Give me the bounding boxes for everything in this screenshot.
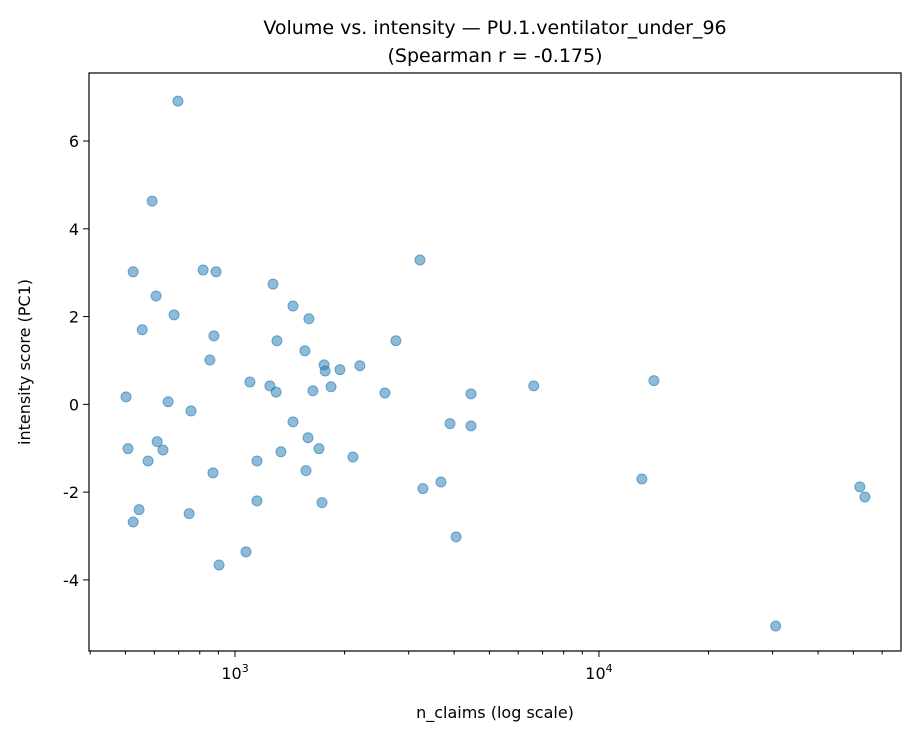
data-point [528,380,540,392]
data-point [267,278,279,290]
data-point [127,266,139,278]
data-point [136,324,148,336]
chart-title: Volume vs. intensity — PU.1.ventilator_u… [263,17,726,39]
data-point [287,300,299,312]
data-point [185,405,197,417]
data-point [859,491,871,503]
data-point [168,309,180,321]
axes: -4 -2 0 2 4 6 103 104 [63,132,883,683]
data-point [313,443,325,455]
data-point [334,364,346,376]
data-point [240,546,252,558]
data-point [150,290,162,302]
chart-subtitle: (Spearman r = -0.175) [387,45,602,67]
data-point [172,95,184,107]
data-point [208,330,220,342]
data-point [157,444,169,456]
data-point [244,376,256,388]
data-point [275,446,287,458]
data-point [183,508,195,520]
data-point [303,313,315,325]
y-tick-label: 2 [69,308,79,327]
data-point [120,391,132,403]
data-point [414,254,426,266]
data-point [325,381,337,393]
data-point [270,386,282,398]
plot-frame [88,72,902,652]
data-point [197,264,209,276]
y-axis-label: intensity score (PC1) [15,279,34,445]
data-point [251,495,263,507]
data-point [300,465,312,477]
data-point [465,388,477,400]
y-tick-label: 6 [69,132,79,151]
data-point [319,365,331,377]
y-tick-label: 4 [69,220,79,239]
data-point [207,467,219,479]
y-tick-label: -4 [63,571,79,590]
data-point [210,266,222,278]
data-point [379,387,391,399]
data-point [162,396,174,408]
data-point [204,354,216,366]
data-point [347,451,359,463]
data-point [390,335,402,347]
x-axis-label: n_claims (log scale) [416,703,574,723]
y-tick-label: -2 [63,483,79,502]
data-point [151,436,163,448]
points-layer [120,95,871,632]
y-tick-label: 0 [69,395,79,414]
data-point [213,559,225,571]
data-point [417,483,429,495]
data-point [435,476,447,488]
data-point [271,335,283,347]
data-point [444,418,456,430]
data-point [465,420,477,432]
data-point [142,455,154,467]
data-point [854,481,866,493]
x-tick-label: 104 [585,662,612,683]
data-point [450,531,462,543]
data-point [299,345,311,357]
data-point [316,497,328,509]
data-point [648,375,660,387]
data-point [307,385,319,397]
data-point [636,473,648,485]
data-point [146,195,158,207]
data-point [251,455,263,467]
data-point [287,416,299,428]
data-point [302,432,314,444]
data-point [354,360,366,372]
x-tick-label: 103 [221,662,248,683]
data-point [133,504,145,516]
data-point [127,516,139,528]
data-point [770,620,782,632]
data-point [122,443,134,455]
